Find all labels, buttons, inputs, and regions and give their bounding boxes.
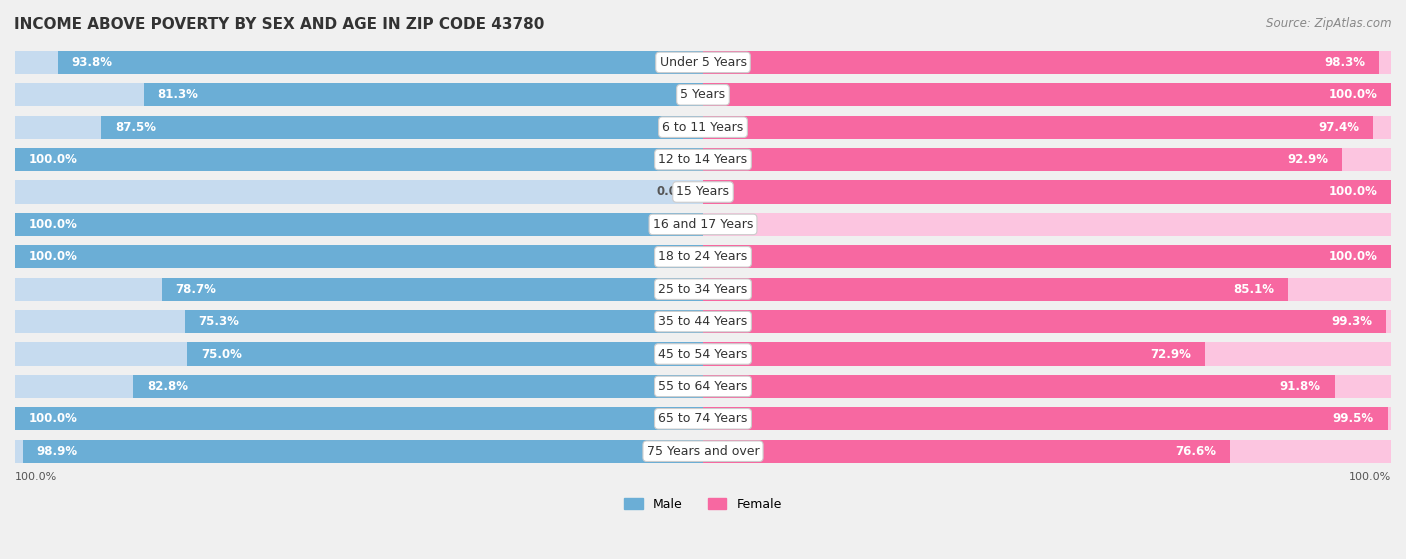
Text: 97.4%: 97.4% (1319, 121, 1360, 134)
Bar (703, 83, 1391, 106)
Bar (703, 116, 1391, 139)
Text: 35 to 44 Years: 35 to 44 Years (658, 315, 748, 328)
Text: 98.9%: 98.9% (37, 445, 77, 458)
Text: 6 to 11 Years: 6 to 11 Years (662, 121, 744, 134)
Text: 75.0%: 75.0% (201, 348, 242, 361)
Text: 92.9%: 92.9% (1288, 153, 1329, 166)
Text: 82.8%: 82.8% (148, 380, 188, 393)
Bar (703, 310, 1386, 333)
Text: 0.0%: 0.0% (717, 218, 749, 231)
Text: 100.0%: 100.0% (1329, 88, 1378, 101)
Bar (15, 407, 703, 430)
Text: 78.7%: 78.7% (176, 283, 217, 296)
Bar (703, 51, 1391, 74)
Text: 99.3%: 99.3% (1331, 315, 1372, 328)
Bar (15, 181, 703, 203)
Bar (15, 342, 703, 366)
Text: Source: ZipAtlas.com: Source: ZipAtlas.com (1267, 17, 1392, 30)
Bar (703, 439, 1391, 463)
Bar (15, 83, 703, 106)
Bar (703, 116, 1374, 139)
Text: 100.0%: 100.0% (28, 218, 77, 231)
Text: 25 to 34 Years: 25 to 34 Years (658, 283, 748, 296)
Bar (58, 51, 703, 74)
Text: 12 to 14 Years: 12 to 14 Years (658, 153, 748, 166)
Text: 16 and 17 Years: 16 and 17 Years (652, 218, 754, 231)
Bar (703, 51, 1379, 74)
Text: 98.3%: 98.3% (1324, 56, 1365, 69)
Bar (703, 342, 1205, 366)
Bar (162, 277, 703, 301)
Bar (15, 116, 703, 139)
Text: 75.3%: 75.3% (198, 315, 239, 328)
Bar (703, 245, 1391, 268)
Bar (703, 245, 1391, 268)
Bar (703, 148, 1343, 171)
Bar (101, 116, 703, 139)
Bar (15, 245, 703, 268)
Legend: Male, Female: Male, Female (619, 492, 787, 516)
Bar (134, 375, 703, 398)
Text: 100.0%: 100.0% (1329, 250, 1378, 263)
Bar (703, 148, 1391, 171)
Text: 100.0%: 100.0% (1348, 472, 1391, 482)
Bar (186, 310, 703, 333)
Text: INCOME ABOVE POVERTY BY SEX AND AGE IN ZIP CODE 43780: INCOME ABOVE POVERTY BY SEX AND AGE IN Z… (14, 17, 544, 32)
Text: 76.6%: 76.6% (1175, 445, 1216, 458)
Bar (15, 277, 703, 301)
Text: 87.5%: 87.5% (115, 121, 156, 134)
Bar (703, 407, 1388, 430)
Bar (15, 213, 703, 236)
Bar (703, 310, 1391, 333)
Bar (15, 51, 703, 74)
Bar (703, 375, 1391, 398)
Text: 0.0%: 0.0% (657, 186, 689, 198)
Text: 100.0%: 100.0% (1329, 186, 1378, 198)
Bar (143, 83, 703, 106)
Bar (15, 148, 703, 171)
Text: 75 Years and over: 75 Years and over (647, 445, 759, 458)
Bar (703, 439, 1230, 463)
Text: 85.1%: 85.1% (1233, 283, 1275, 296)
Text: 93.8%: 93.8% (72, 56, 112, 69)
Text: 91.8%: 91.8% (1279, 380, 1320, 393)
Bar (703, 213, 1391, 236)
Text: 100.0%: 100.0% (28, 413, 77, 425)
Bar (703, 83, 1391, 106)
Bar (703, 342, 1391, 366)
Text: 99.5%: 99.5% (1333, 413, 1374, 425)
Text: 18 to 24 Years: 18 to 24 Years (658, 250, 748, 263)
Bar (15, 245, 703, 268)
Text: 45 to 54 Years: 45 to 54 Years (658, 348, 748, 361)
Bar (15, 407, 703, 430)
Text: 100.0%: 100.0% (15, 472, 58, 482)
Text: 55 to 64 Years: 55 to 64 Years (658, 380, 748, 393)
Bar (703, 277, 1288, 301)
Bar (22, 439, 703, 463)
Text: 81.3%: 81.3% (157, 88, 198, 101)
Bar (15, 439, 703, 463)
Text: 72.9%: 72.9% (1150, 348, 1191, 361)
Bar (15, 310, 703, 333)
Text: Under 5 Years: Under 5 Years (659, 56, 747, 69)
Bar (15, 213, 703, 236)
Bar (703, 407, 1391, 430)
Text: 5 Years: 5 Years (681, 88, 725, 101)
Bar (15, 148, 703, 171)
Bar (703, 181, 1391, 203)
Bar (703, 181, 1391, 203)
Text: 65 to 74 Years: 65 to 74 Years (658, 413, 748, 425)
Bar (703, 375, 1334, 398)
Text: 15 Years: 15 Years (676, 186, 730, 198)
Text: 100.0%: 100.0% (28, 153, 77, 166)
Bar (15, 375, 703, 398)
Bar (187, 342, 703, 366)
Text: 100.0%: 100.0% (28, 250, 77, 263)
Bar (703, 277, 1391, 301)
